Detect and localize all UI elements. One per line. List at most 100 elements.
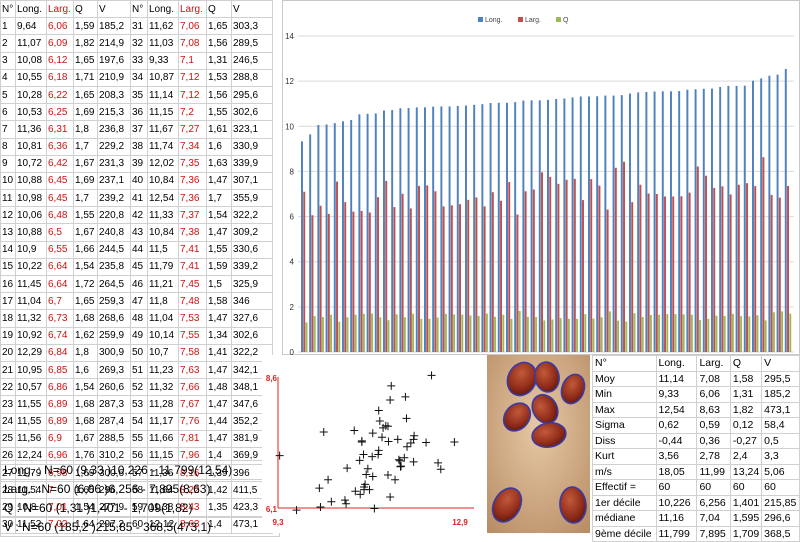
bar-long <box>760 78 763 352</box>
legend-swatch <box>556 17 561 22</box>
bar-larg <box>311 215 314 352</box>
bar-q <box>633 313 636 352</box>
table-cell: 40 <box>130 171 148 191</box>
table-cell: 235,8 <box>97 257 131 277</box>
scatter-point <box>362 470 371 479</box>
bar-larg <box>647 193 650 352</box>
table-row: 4 10,55 6,18 1,71 210,9 34 10,87 7,12 1,53 288,8 <box>0 68 273 87</box>
stats-cell: Min <box>592 386 657 403</box>
y-tick-label: 8 <box>290 167 295 176</box>
bar-larg <box>459 204 462 352</box>
bar-long <box>342 121 344 352</box>
table-cell: 7,41 <box>178 257 207 277</box>
table-cell: 7,08 <box>178 34 207 53</box>
table-cell: 11,55 <box>15 395 47 414</box>
table-cell: 1,61 <box>206 120 232 139</box>
table-cell: 6,45 <box>46 189 74 208</box>
y-tick-label: 2 <box>290 303 295 312</box>
bar-long <box>678 91 681 353</box>
bar-q <box>781 311 784 352</box>
stats-cell: Diss <box>592 432 657 449</box>
stats-cell: 7,04 <box>696 510 731 527</box>
table-cell: 268,6 <box>97 309 131 328</box>
stats-cell: 11,799 <box>655 525 698 542</box>
table-cell: 10,08 <box>15 51 47 70</box>
table-cell: 19 <box>0 326 16 345</box>
table-cell: 1,67 <box>73 154 98 173</box>
table-cell: 11,56 <box>15 429 47 448</box>
table-cell: 11,55 <box>15 412 47 431</box>
scatter-point <box>401 392 410 401</box>
table-cell: 7,63 <box>178 360 207 380</box>
bar-q <box>723 315 726 352</box>
table-cell: 7,67 <box>178 395 207 414</box>
bar-long <box>506 102 508 352</box>
table-row: 1 9,64 6,06 1,59 185,2 31 11,62 7,06 1,65 303,3 <box>0 17 273 36</box>
bar-long <box>784 68 787 352</box>
table-cell: 55 <box>130 429 148 448</box>
scatter-point <box>327 497 336 506</box>
bar-q <box>461 314 464 352</box>
stats-column-header: Long. <box>655 355 698 372</box>
scatter-point <box>381 421 390 430</box>
bar-q <box>403 317 406 352</box>
table-cell: 7,36 <box>178 171 207 191</box>
spore-5 <box>531 393 559 425</box>
table-cell: 6,12 <box>46 51 74 70</box>
column-header: N° <box>0 0 16 19</box>
bar-long <box>588 96 590 353</box>
bar-q <box>666 314 669 352</box>
table-cell: 215,3 <box>97 103 131 122</box>
table-cell: 10,22 <box>15 257 47 277</box>
bar-long <box>637 92 640 352</box>
scatter-tick-label: 9,3 <box>272 518 284 527</box>
bar-larg <box>475 197 478 352</box>
bar-q <box>362 313 365 352</box>
table-cell: 7,55 <box>178 326 207 345</box>
y-tick-label: 10 <box>285 122 294 131</box>
stats-cell: -0,27 <box>729 432 763 449</box>
bar-long <box>448 106 451 353</box>
scatter-point <box>340 496 349 505</box>
scatter-point <box>342 499 351 508</box>
bar-long <box>538 100 541 352</box>
bar-q <box>469 315 472 352</box>
table-cell: 300,9 <box>97 343 131 362</box>
bar-long <box>350 119 353 352</box>
y-tick-label: 12 <box>285 77 294 86</box>
stats-cell: 6,06 <box>696 386 731 403</box>
bar-q <box>641 317 644 352</box>
table-cell: 36 <box>130 103 148 122</box>
table-cell: 11,5 <box>147 240 179 259</box>
table-cell: 45 <box>130 257 148 277</box>
bar-larg <box>442 206 445 352</box>
table-cell: 6,84 <box>46 343 74 362</box>
bar-larg <box>508 182 511 352</box>
bar-q <box>354 314 357 352</box>
table-cell: 6,89 <box>46 395 74 414</box>
table-cell: 53 <box>130 395 148 414</box>
legend: Long. Larg. Q <box>478 17 569 24</box>
bar-larg <box>557 183 560 352</box>
bar-larg <box>516 214 519 352</box>
bar-q <box>625 321 628 352</box>
summary-ranges: Long. : N=60 (9,33 )10,226 - 11,799(12,5… <box>0 460 280 537</box>
bar-long <box>702 88 705 353</box>
table-header-row: N° Long. Larg. Q V N° Long. Larg. Q V <box>0 0 273 19</box>
table-cell: 355,9 <box>231 189 273 208</box>
bar-long <box>399 108 402 352</box>
stats-header-row: N° Long. Larg. Q V <box>592 355 800 372</box>
bar-q <box>740 316 743 352</box>
scatter-point <box>387 381 396 390</box>
table-cell: 11,8 <box>147 292 179 311</box>
table-cell: 11,17 <box>147 412 179 431</box>
scatter-point <box>368 472 377 481</box>
table-cell: 46 <box>130 274 148 294</box>
table-cell: 11,23 <box>147 360 179 380</box>
table-cell: 6 <box>0 103 16 122</box>
scatter-point <box>275 451 284 460</box>
table-cell: 1,6 <box>73 360 98 380</box>
spore-photo <box>487 355 590 533</box>
bar-long <box>563 98 566 352</box>
stats-column-header: N° <box>592 355 657 372</box>
